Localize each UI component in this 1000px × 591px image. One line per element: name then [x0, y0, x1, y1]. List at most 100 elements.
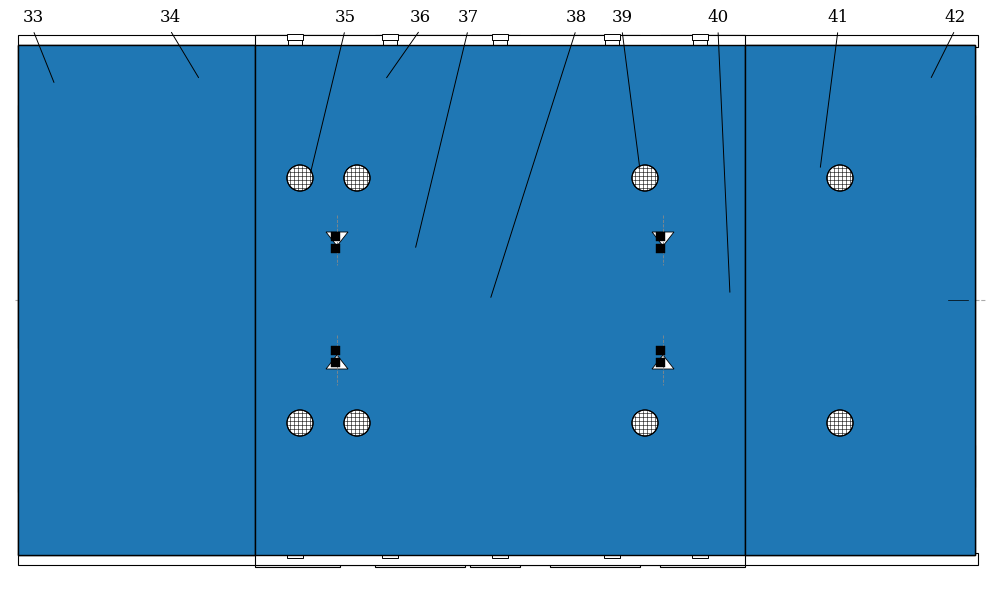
Bar: [643, 220, 681, 258]
Circle shape: [344, 165, 370, 191]
Bar: [492, 552, 508, 558]
Bar: [493, 38, 507, 95]
Bar: [270, 118, 730, 154]
Bar: [745, 250, 870, 348]
Bar: [693, 38, 707, 95]
Polygon shape: [948, 293, 968, 307]
Bar: [18, 35, 978, 47]
Bar: [331, 358, 340, 367]
Circle shape: [287, 165, 313, 191]
Bar: [760, 448, 960, 484]
Circle shape: [287, 410, 313, 436]
Bar: [493, 505, 507, 552]
Bar: [331, 232, 340, 241]
Bar: [265, 155, 350, 445]
Polygon shape: [945, 461, 965, 477]
Bar: [18, 450, 255, 492]
Bar: [692, 34, 708, 40]
Bar: [255, 45, 745, 555]
Polygon shape: [870, 140, 975, 250]
Bar: [643, 343, 681, 381]
Circle shape: [344, 410, 370, 436]
Bar: [745, 445, 975, 487]
Text: 39: 39: [611, 8, 633, 25]
Bar: [382, 34, 398, 40]
Text: 37: 37: [457, 8, 479, 25]
Bar: [383, 505, 397, 552]
Bar: [604, 552, 620, 558]
Bar: [18, 105, 255, 147]
Bar: [255, 505, 745, 555]
Text: 36: 36: [409, 8, 431, 25]
Bar: [288, 38, 302, 95]
Text: 40: 40: [707, 8, 729, 25]
Bar: [255, 555, 340, 567]
Bar: [635, 338, 690, 386]
Bar: [604, 34, 620, 40]
Bar: [375, 35, 465, 47]
Circle shape: [827, 410, 853, 436]
Bar: [100, 444, 255, 469]
Bar: [635, 215, 690, 263]
Bar: [350, 155, 650, 265]
Bar: [760, 118, 960, 154]
Bar: [656, 346, 665, 355]
Text: 42: 42: [944, 8, 966, 25]
Polygon shape: [945, 118, 965, 134]
Bar: [693, 505, 707, 552]
Bar: [375, 555, 465, 567]
Bar: [492, 34, 508, 40]
Bar: [255, 35, 745, 47]
Bar: [55, 453, 215, 489]
Bar: [660, 555, 745, 567]
Bar: [255, 45, 745, 95]
Bar: [18, 250, 255, 348]
Bar: [470, 35, 520, 47]
Polygon shape: [28, 461, 48, 477]
Bar: [660, 35, 745, 47]
Polygon shape: [326, 355, 348, 369]
Bar: [382, 552, 398, 558]
Bar: [350, 335, 650, 445]
Bar: [318, 343, 356, 381]
Bar: [745, 115, 975, 157]
Bar: [100, 140, 255, 420]
Bar: [55, 108, 215, 144]
Bar: [383, 38, 397, 95]
Text: 33: 33: [22, 8, 44, 25]
Bar: [350, 155, 650, 445]
Polygon shape: [652, 232, 674, 246]
Polygon shape: [652, 355, 674, 369]
Bar: [18, 553, 978, 565]
Polygon shape: [18, 45, 255, 140]
Bar: [692, 552, 708, 558]
Bar: [745, 45, 975, 555]
Bar: [265, 325, 735, 353]
Bar: [550, 35, 640, 47]
Polygon shape: [28, 118, 48, 134]
Polygon shape: [18, 140, 100, 250]
Bar: [255, 45, 745, 555]
Bar: [350, 265, 650, 335]
Bar: [255, 445, 745, 487]
Polygon shape: [18, 348, 100, 420]
Bar: [656, 232, 665, 241]
Bar: [287, 552, 303, 558]
Bar: [265, 95, 735, 155]
Bar: [656, 244, 665, 253]
Bar: [331, 346, 340, 355]
Polygon shape: [326, 232, 348, 246]
Bar: [265, 225, 735, 253]
Polygon shape: [870, 348, 975, 420]
Text: 41: 41: [827, 8, 849, 25]
Text: 35: 35: [334, 8, 356, 25]
Bar: [100, 130, 255, 155]
Bar: [255, 553, 745, 565]
Bar: [288, 505, 302, 552]
Polygon shape: [18, 420, 255, 520]
Bar: [255, 115, 745, 157]
Bar: [745, 45, 975, 555]
Bar: [318, 220, 356, 258]
Text: 38: 38: [565, 8, 587, 25]
Bar: [550, 555, 640, 567]
